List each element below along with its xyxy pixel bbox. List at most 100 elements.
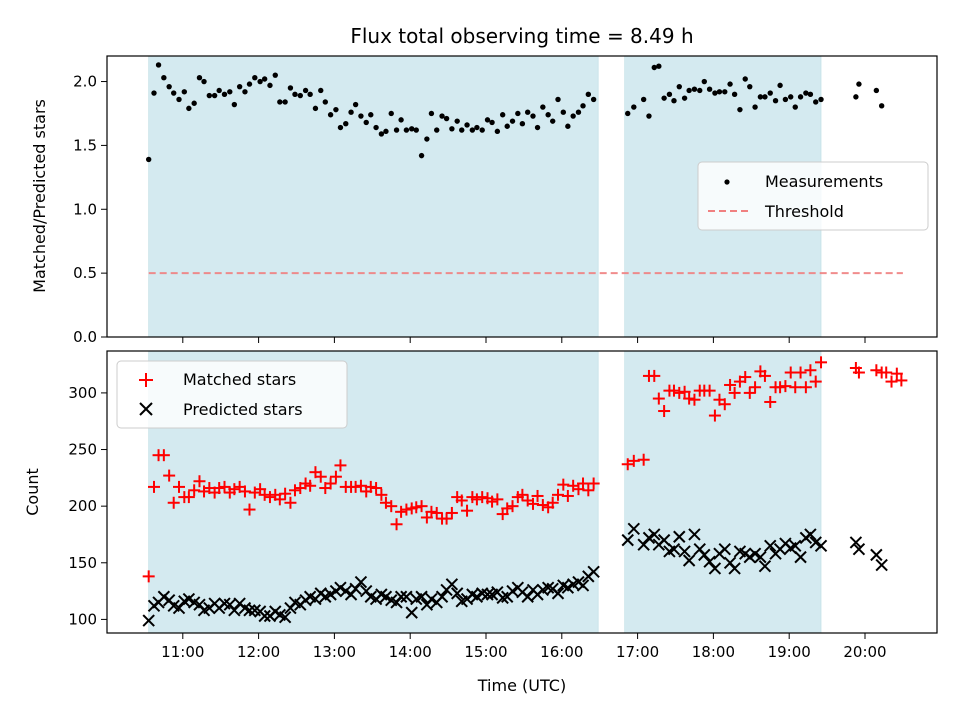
matched-star-point (329, 470, 342, 483)
counts-legend-box (116, 360, 348, 429)
y-tick-label: 2.0 (73, 73, 97, 91)
matched-star-point (385, 500, 398, 513)
matched-star-point (794, 366, 807, 379)
measurement-point (752, 104, 758, 110)
y-tick-label: 300 (68, 384, 97, 402)
measurement-point (443, 115, 450, 122)
legend-predicted-label: Predicted stars (183, 400, 303, 419)
matched-star-point (688, 393, 701, 406)
measurement-point (706, 86, 713, 92)
measurement-point (348, 109, 354, 115)
measurement-point (434, 127, 440, 133)
measurement-point (428, 110, 435, 117)
matched-star-point (799, 381, 812, 394)
measurement-point (221, 91, 228, 98)
matched-star-point (587, 477, 600, 490)
measurement-point (747, 83, 753, 90)
measurement-point (267, 82, 273, 89)
measurement-point (772, 98, 779, 104)
measurement-point (742, 76, 748, 82)
measurement-point (640, 96, 647, 103)
ratio-marks (145, 62, 903, 275)
measurement-point (327, 112, 334, 118)
measurement-point (155, 62, 162, 68)
measurement-point (661, 95, 667, 101)
measurement-point (302, 87, 309, 94)
measurement-point (418, 152, 425, 159)
measurement-point (534, 124, 541, 131)
predicted-star-point (627, 522, 641, 536)
predicted-star-point (682, 554, 696, 567)
predicted-star-point (673, 530, 686, 543)
matched-star-point (228, 483, 241, 496)
measurement-point (464, 122, 470, 128)
predicted-star-point (228, 604, 241, 617)
predicted-star-point (703, 555, 716, 568)
x-tick-label: 18:00 (692, 643, 735, 661)
measurement-point (691, 86, 698, 92)
matched-star-point (263, 491, 276, 504)
matched-star-point (461, 504, 474, 517)
legend-measurements-label: Measurements (765, 172, 883, 191)
matched-star-point (284, 496, 297, 509)
matched-star-point (870, 364, 883, 377)
matched-star-point (728, 386, 741, 399)
matched-star-point (546, 496, 559, 509)
predicted-star-point (849, 536, 863, 549)
matched-star-point (774, 381, 787, 394)
x-tick-label: 11:00 (161, 643, 204, 661)
measurement-point (681, 95, 688, 101)
measurement-point (161, 75, 167, 81)
measurement-point (560, 109, 567, 115)
measurement-point (211, 92, 218, 99)
measurement-point (697, 87, 703, 94)
measurement-point (231, 101, 238, 108)
matched-star-point (425, 505, 438, 518)
observing-window-2 (624, 350, 822, 634)
matched-star-point (213, 482, 226, 495)
matched-star-point (852, 366, 865, 379)
measurement-point (777, 82, 783, 89)
measurement-point (413, 127, 419, 133)
matched-star-point (789, 381, 802, 394)
measurement-point (499, 112, 506, 118)
measurement-point (479, 127, 485, 133)
measurement-point (524, 109, 531, 115)
predicted-star-point (789, 539, 802, 553)
predicted-star-point (394, 590, 408, 603)
x-tick-label: 12:00 (237, 643, 280, 661)
predicted-star-point (804, 528, 817, 541)
measurement-point (701, 78, 707, 85)
measurement-point (555, 96, 561, 103)
measurement-point (716, 89, 723, 95)
predicted-star-point (708, 562, 722, 575)
matched-star-point (683, 392, 696, 405)
predicted-star-point (551, 587, 565, 600)
measurement-point (352, 101, 359, 108)
predicted-star-point (243, 604, 256, 617)
measurement-point (358, 113, 364, 119)
measurement-point (206, 92, 213, 99)
measurement-point (312, 105, 319, 112)
measurement-point (565, 123, 571, 129)
measurement-point (686, 87, 692, 94)
predicted-star-point (587, 565, 600, 579)
matched-star-point (445, 506, 458, 519)
matched-star-point (182, 491, 195, 504)
predicted-star-point (354, 575, 368, 589)
measurement-point (807, 91, 814, 98)
predicted-star-point (667, 542, 681, 556)
measurement-point (666, 91, 673, 98)
measurement-point (373, 124, 379, 131)
measurement-point (272, 72, 278, 78)
measurement-point (216, 87, 222, 94)
measurement-point (731, 91, 738, 98)
y-tick-label: 100 (68, 610, 97, 628)
predicted-star-point (576, 579, 590, 592)
counts-legend: Matched stars Predicted stars (116, 360, 348, 429)
matched-star-point (652, 392, 665, 405)
x-axis-ticks-bottom: 11:00 12:00 13:00 14:00 15:00 16:00 17:00 18:00… (161, 633, 887, 661)
matched-star-point (526, 497, 539, 510)
measurement-point (590, 96, 597, 103)
measurement-point (246, 81, 253, 87)
